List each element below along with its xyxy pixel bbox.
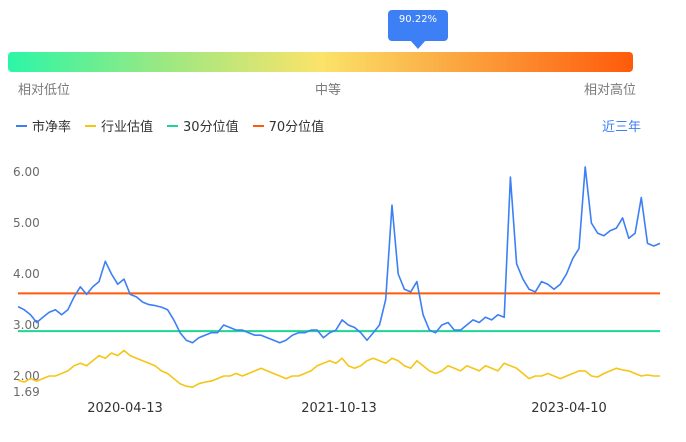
legend-swatch-industry: [85, 124, 97, 127]
x-axis: 2020-04-13 2021-10-13 2023-04-10: [87, 401, 607, 416]
legend-swatch-p70: [252, 124, 264, 127]
legend-item-p30[interactable]: 30分位值: [167, 116, 239, 135]
x-tick-label: 2023-04-10: [531, 401, 607, 416]
y-tick-label: 3.00: [13, 318, 40, 332]
y-axis: 6.005.004.003.002.001.69: [13, 165, 40, 399]
legend-label-p70: 70分位值: [268, 120, 325, 135]
legend-label-industry: 行业估值: [101, 120, 154, 135]
legend-item-p70[interactable]: 70分位值: [252, 116, 325, 135]
gauge-low-label: 相对低位: [18, 83, 71, 98]
legend-item-pb[interactable]: 市净率: [16, 116, 71, 135]
pb-series-line: [17, 166, 661, 344]
legend-label-p30: 30分位值: [183, 120, 239, 135]
percentile-tooltip: 90.22%: [388, 10, 448, 49]
gauge-mid-label: 中等: [315, 83, 342, 98]
x-tick-label: 2021-10-13: [301, 401, 377, 416]
y-tick-label: 4.00: [13, 267, 40, 281]
reference-lines: [18, 292, 660, 333]
y-tick-label: 5.00: [13, 216, 40, 230]
legend-label-pb: 市净率: [32, 120, 72, 135]
industry-series-line: [17, 349, 660, 388]
y-tick-label: 6.00: [13, 165, 40, 179]
x-tick-label: 2020-04-13: [87, 401, 163, 416]
chart-legend: 市净率 行业估值 30分位值 70分位值: [16, 116, 324, 135]
gauge-high-label: 相对高位: [584, 83, 637, 98]
pb-line-chart: 6.005.004.003.002.001.69 2020-04-13 2021-…: [13, 165, 661, 416]
series-lines: [17, 166, 661, 388]
percentile-value-label: 90.22%: [398, 14, 438, 25]
valuation-gauge-bar: [8, 52, 633, 72]
y-tick-label: 1.69: [13, 385, 40, 399]
period-selector[interactable]: 近三年: [601, 120, 641, 135]
legend-item-industry[interactable]: 行业估值: [85, 116, 153, 135]
legend-swatch-p30: [167, 124, 179, 127]
legend-swatch-pb: [16, 124, 27, 127]
